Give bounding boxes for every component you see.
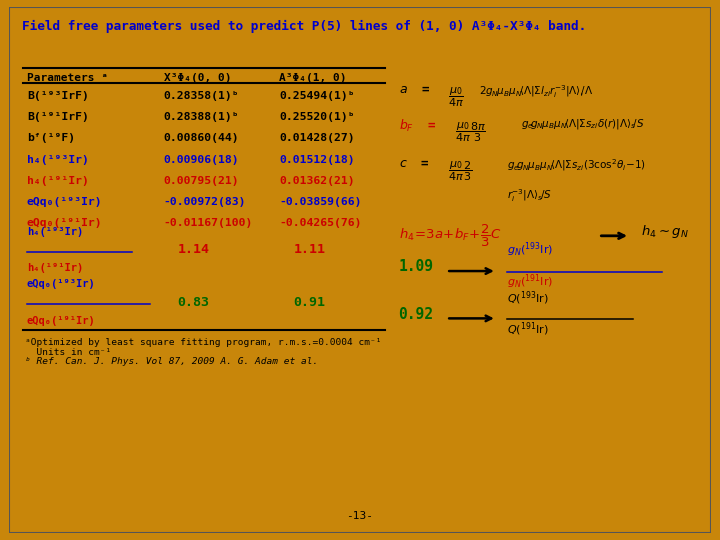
Text: Parameters ᵃ: Parameters ᵃ: [27, 73, 108, 83]
Text: 0.25520(1)ᵇ: 0.25520(1)ᵇ: [279, 112, 355, 122]
Text: h₄(¹⁹¹Ir): h₄(¹⁹¹Ir): [27, 177, 89, 186]
Text: h₄(¹⁹¹Ir): h₄(¹⁹¹Ir): [27, 264, 83, 273]
Text: 0.01362(21): 0.01362(21): [279, 177, 355, 186]
Text: h₄(¹⁹³Ir): h₄(¹⁹³Ir): [27, 156, 89, 165]
Text: $Q(^{193}{\rm Ir})$: $Q(^{193}{\rm Ir})$: [508, 289, 549, 307]
Text: 1.11: 1.11: [293, 243, 325, 256]
Text: $h_4\!=\!3a\!+\!b_F\!+\!\dfrac{2}{3}C$: $h_4\!=\!3a\!+\!b_F\!+\!\dfrac{2}{3}C$: [399, 222, 501, 249]
Text: $Q(^{191}{\rm Ir})$: $Q(^{191}{\rm Ir})$: [508, 320, 549, 338]
Text: 0.00795(21): 0.00795(21): [163, 177, 239, 186]
Text: -0.01167(100): -0.01167(100): [163, 219, 253, 228]
Text: $b_F$  =: $b_F$ =: [399, 118, 436, 133]
Text: eQq₀(¹⁹³Ir): eQq₀(¹⁹³Ir): [27, 198, 102, 207]
Text: $r_i^{-3}|\Lambda\rangle_s\!/S$: $r_i^{-3}|\Lambda\rangle_s\!/S$: [508, 187, 552, 204]
Text: $g_N(^{193}{\rm Ir})$: $g_N(^{193}{\rm Ir})$: [508, 241, 554, 260]
Text: $\dfrac{\mu_0}{4\pi}\dfrac{8\pi}{3}$: $\dfrac{\mu_0}{4\pi}\dfrac{8\pi}{3}$: [454, 120, 486, 144]
Text: $\dfrac{\mu_0}{4\pi}$: $\dfrac{\mu_0}{4\pi}$: [448, 86, 464, 110]
Text: 0.83: 0.83: [178, 295, 210, 308]
Text: 0.25494(1)ᵇ: 0.25494(1)ᵇ: [279, 91, 355, 101]
Text: Field free parameters used to predict P(5) lines of (1, 0) A³Φ₄-X³Φ₄ band.: Field free parameters used to predict P(…: [22, 20, 586, 33]
Text: -0.00972(83): -0.00972(83): [163, 198, 246, 207]
Text: 0.28388(1)ᵇ: 0.28388(1)ᵇ: [163, 112, 239, 122]
Text: h₄(¹⁹³Ir): h₄(¹⁹³Ir): [27, 227, 83, 237]
Text: $g_N(^{191}{\rm Ir})$: $g_N(^{191}{\rm Ir})$: [508, 273, 554, 291]
Text: 0.28358(1)ᵇ: 0.28358(1)ᵇ: [163, 91, 239, 101]
Text: eQq₀(¹⁹¹Ir): eQq₀(¹⁹¹Ir): [27, 219, 102, 228]
Text: -0.03859(66): -0.03859(66): [279, 198, 362, 207]
Text: $a$  =: $a$ =: [399, 83, 431, 96]
Text: A³Φ₄(1, 0): A³Φ₄(1, 0): [279, 73, 347, 83]
Text: X³Φ₄(0, 0): X³Φ₄(0, 0): [163, 73, 231, 83]
Text: B(¹⁹¹IrF): B(¹⁹¹IrF): [27, 112, 89, 122]
Text: 0.01512(18): 0.01512(18): [279, 156, 355, 165]
Text: eQq₀(¹⁹³Ir): eQq₀(¹⁹³Ir): [27, 280, 96, 289]
Text: ᵇ Ref. Can. J. Phys. Vol 87, 2009 A. G. Adam et al.: ᵇ Ref. Can. J. Phys. Vol 87, 2009 A. G. …: [24, 357, 318, 366]
Text: -0.04265(76): -0.04265(76): [279, 219, 362, 228]
Text: 1.14: 1.14: [178, 243, 210, 256]
Text: 0.01428(27): 0.01428(27): [279, 133, 355, 143]
Text: -13-: -13-: [346, 511, 374, 522]
Text: $c$  =: $c$ =: [399, 157, 430, 170]
Text: $h_4 \sim g_N$: $h_4 \sim g_N$: [641, 222, 688, 240]
Text: ᵃOptimized by least square fitting program, r.m.s.=0.0004 cm⁻¹: ᵃOptimized by least square fitting progr…: [24, 339, 382, 347]
Text: 1.09: 1.09: [399, 260, 433, 274]
Text: 0.92: 0.92: [399, 307, 433, 322]
Text: 0.00860(44): 0.00860(44): [163, 133, 239, 143]
Text: eQq₀(¹⁹¹Ir): eQq₀(¹⁹¹Ir): [27, 316, 96, 326]
Text: $g_e\!g_{\!N}\mu_B\mu_N\!\langle\Lambda|\Sigma s_{zi}(3\cos^2\!\theta_i\!-\!1)$: $g_e\!g_{\!N}\mu_B\mu_N\!\langle\Lambda|…: [508, 157, 647, 173]
Text: $2g_{\!N}\mu_B\mu_N\!\langle\Lambda|\Sigma l_{zi}r_i^{-3}|\Lambda\rangle_i\!/\La: $2g_{\!N}\mu_B\mu_N\!\langle\Lambda|\Sig…: [480, 83, 593, 100]
Text: bᶠ(¹⁹F): bᶠ(¹⁹F): [27, 133, 75, 143]
Text: Units in cm⁻¹: Units in cm⁻¹: [24, 348, 111, 357]
Text: $\dfrac{\mu_0}{4\pi}\dfrac{2}{3}$: $\dfrac{\mu_0}{4\pi}\dfrac{2}{3}$: [448, 159, 472, 183]
Text: $g_e\!g_{\!N}\mu_B\mu_N\!\langle\Lambda|\Sigma s_{zi}\delta(r)|\Lambda\rangle_s\: $g_e\!g_{\!N}\mu_B\mu_N\!\langle\Lambda|…: [521, 118, 645, 131]
Text: 0.91: 0.91: [293, 295, 325, 308]
Text: 0.00906(18): 0.00906(18): [163, 156, 239, 165]
Text: B(¹⁹³IrF): B(¹⁹³IrF): [27, 91, 89, 101]
